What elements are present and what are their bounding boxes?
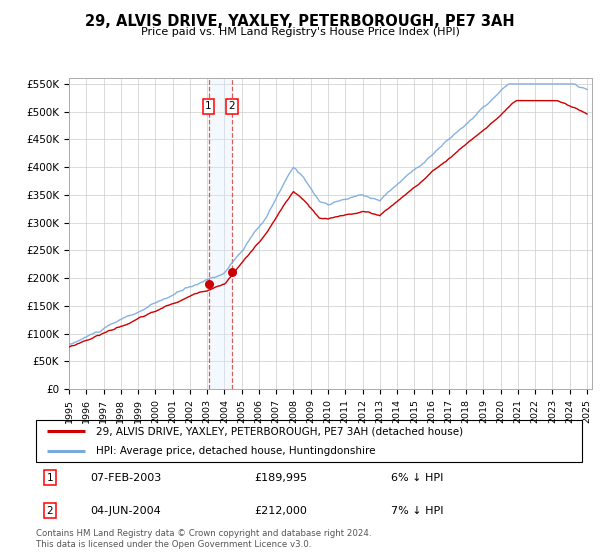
Text: 29, ALVIS DRIVE, YAXLEY, PETERBOROUGH, PE7 3AH (detached house): 29, ALVIS DRIVE, YAXLEY, PETERBOROUGH, P… <box>96 426 463 436</box>
Text: 07-FEB-2003: 07-FEB-2003 <box>91 473 162 483</box>
Text: 1: 1 <box>205 101 212 111</box>
Text: 29, ALVIS DRIVE, YAXLEY, PETERBOROUGH, PE7 3AH: 29, ALVIS DRIVE, YAXLEY, PETERBOROUGH, P… <box>85 14 515 29</box>
Text: Contains HM Land Registry data © Crown copyright and database right 2024.
This d: Contains HM Land Registry data © Crown c… <box>36 529 371 549</box>
Text: Price paid vs. HM Land Registry's House Price Index (HPI): Price paid vs. HM Land Registry's House … <box>140 27 460 37</box>
Text: 2: 2 <box>46 506 53 516</box>
Text: 04-JUN-2004: 04-JUN-2004 <box>91 506 161 516</box>
Text: £189,995: £189,995 <box>254 473 308 483</box>
Text: £212,000: £212,000 <box>254 506 307 516</box>
Text: 6% ↓ HPI: 6% ↓ HPI <box>391 473 443 483</box>
Bar <box>209 78 232 389</box>
Text: HPI: Average price, detached house, Huntingdonshire: HPI: Average price, detached house, Hunt… <box>96 446 376 456</box>
Text: 7% ↓ HPI: 7% ↓ HPI <box>391 506 443 516</box>
Text: 1: 1 <box>46 473 53 483</box>
Text: 2: 2 <box>229 101 235 111</box>
